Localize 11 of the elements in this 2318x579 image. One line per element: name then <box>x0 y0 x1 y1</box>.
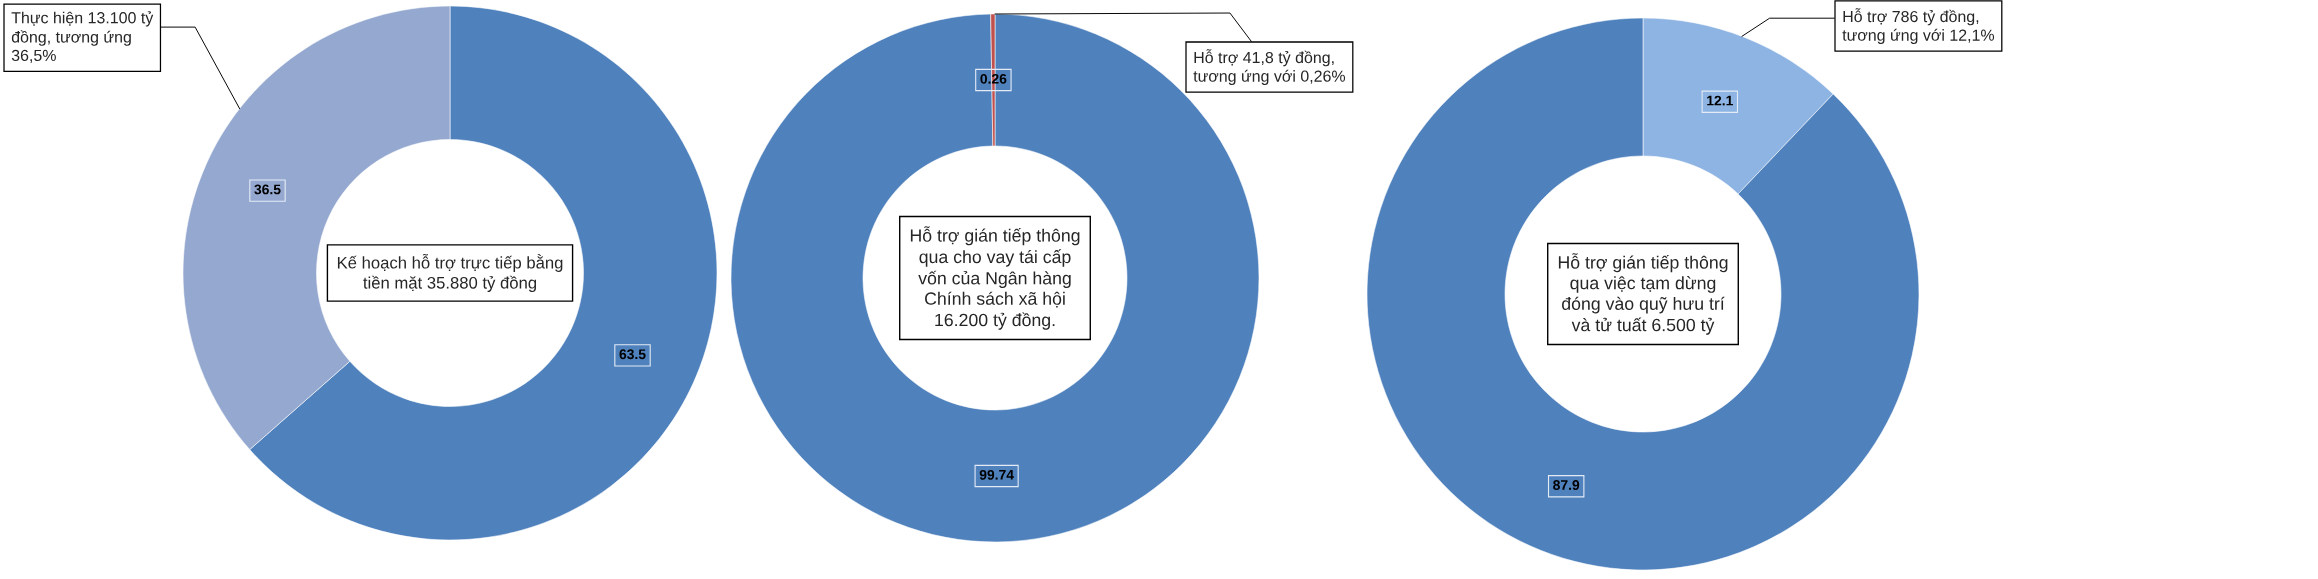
data-label: 63.5 <box>619 349 646 360</box>
text: Hỗ trợ 786 tỷ đồng, tương ứng với 12,1% <box>1842 8 1995 44</box>
text: Hỗ trợ gián tiếp thông qua việc tạm dừng đóng vào quỹ hưu trí và tử tuất 6.500 tỷ <box>1558 253 1728 335</box>
data-label: 87.9 <box>1553 480 1580 490</box>
text: Kế hoạch hỗ trợ trực tiếp bằng tiền mặt 35.880 tỷ đồng <box>337 253 563 293</box>
data-label: 99.74 <box>979 469 1014 480</box>
data-label: 12.1 <box>1707 95 1733 106</box>
text: Hỗ trợ gián tiếp thông qua cho vay tái cấp vốn của Ngân hàng Chính sách xã hội 16.200 tỷ đồng. <box>910 226 1080 330</box>
data-label: 36.5 <box>254 184 281 195</box>
text: Hỗ trợ 41,8 tỷ đồng, tương ứng với 0,26% <box>1193 49 1346 85</box>
text: Thực hiện 13.100 tỷ đồng, tương ứng 36,5% <box>11 11 154 63</box>
